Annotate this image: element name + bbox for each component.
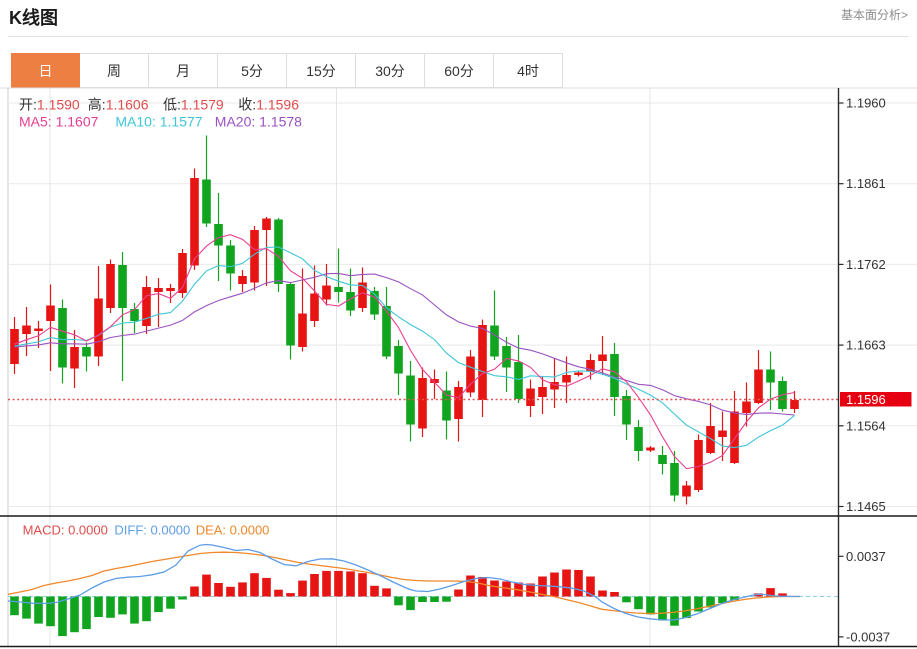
svg-text:-0.0037: -0.0037: [846, 629, 890, 644]
svg-text:0.0037: 0.0037: [846, 549, 886, 564]
svg-text:高:1.1606: 高:1.1606: [88, 97, 149, 113]
svg-text:1.1762: 1.1762: [846, 257, 886, 272]
svg-text:MA20: 1.1578: MA20: 1.1578: [215, 114, 302, 130]
svg-text:MACD: 0.0000: MACD: 0.0000: [23, 523, 108, 538]
svg-text:开:1.1590: 开:1.1590: [19, 97, 80, 113]
svg-text:MA5: 1.1607: MA5: 1.1607: [19, 114, 99, 130]
svg-text:1.1596: 1.1596: [846, 392, 886, 407]
svg-text:低:1.1579: 低:1.1579: [163, 97, 224, 113]
svg-text:DIFF: 0.0000: DIFF: 0.0000: [114, 523, 190, 538]
svg-text:收:1.1596: 收:1.1596: [238, 97, 299, 113]
svg-text:1.1465: 1.1465: [846, 499, 886, 514]
svg-text:1.1960: 1.1960: [846, 96, 886, 111]
svg-text:1.1861: 1.1861: [846, 176, 886, 191]
svg-text:1.1663: 1.1663: [846, 338, 886, 353]
svg-text:MA10: 1.1577: MA10: 1.1577: [115, 114, 202, 130]
svg-text:DEA: 0.0000: DEA: 0.0000: [196, 523, 270, 538]
svg-text:1.1564: 1.1564: [846, 418, 886, 433]
